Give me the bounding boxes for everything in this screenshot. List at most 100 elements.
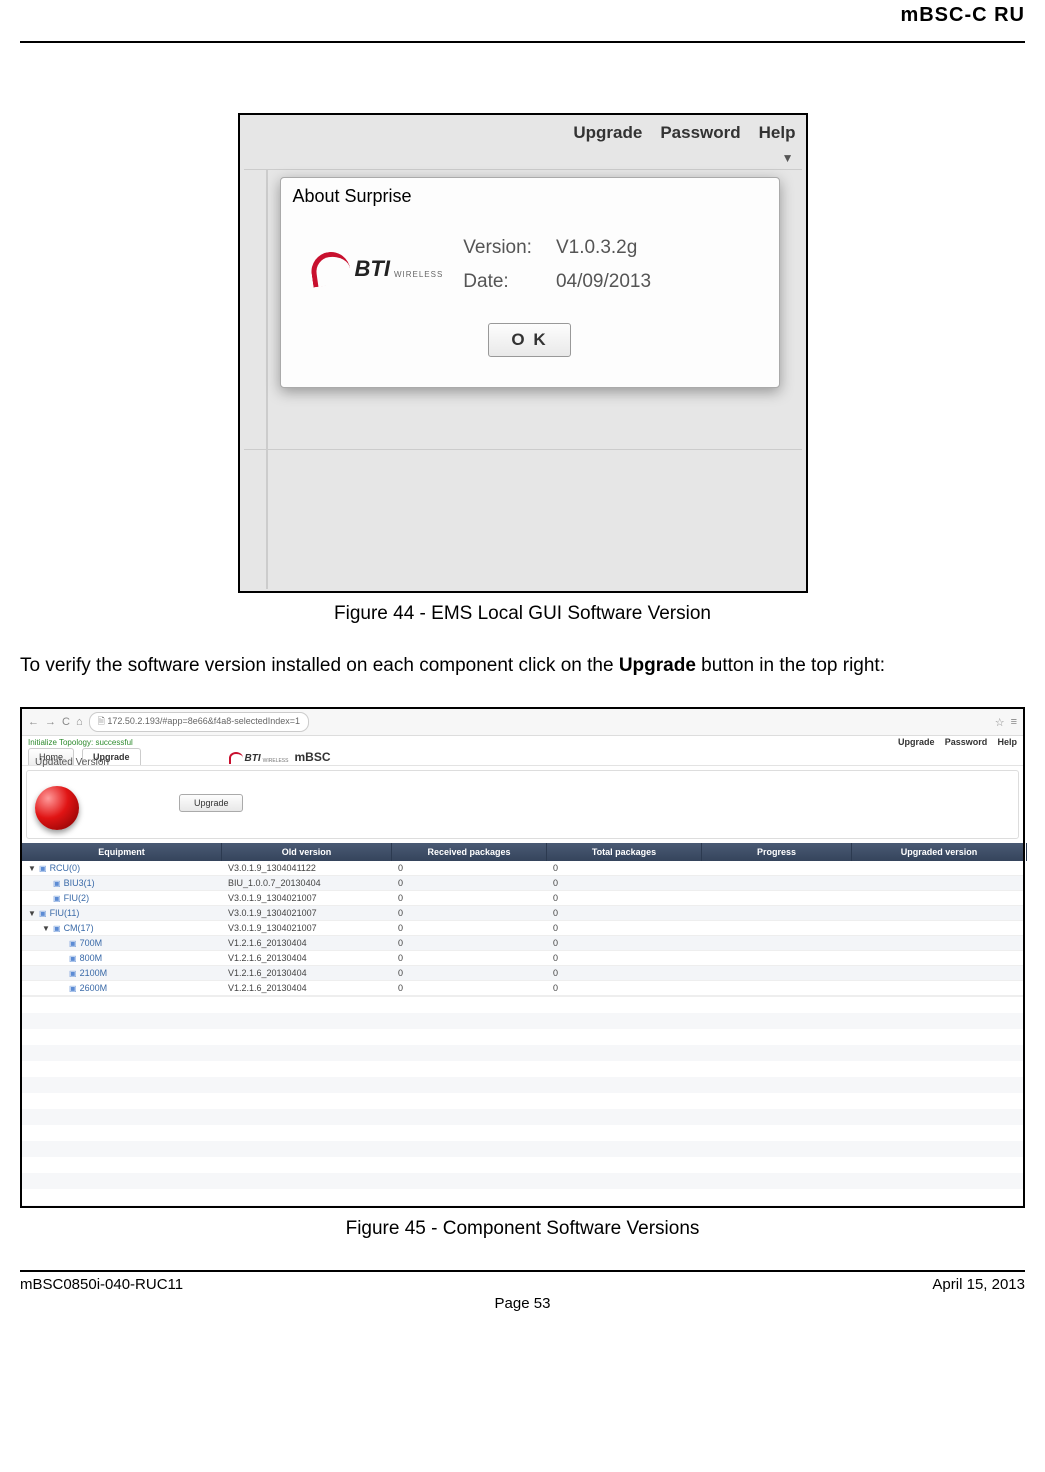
equipment-cell[interactable]: ▣FIU(2) (22, 891, 222, 905)
tree-toggle-icon[interactable]: ▼ (28, 909, 36, 918)
tab-row: Home Upgrade BTI WIRELESS mBSC (22, 748, 1023, 766)
col-received: Received packages (392, 843, 547, 861)
dialog-title: About Surprise (281, 178, 779, 223)
node-icon: ▣ (69, 939, 77, 948)
table-row[interactable]: ▣BIU3(1)BIU_1.0.0.7_2013040400 (22, 876, 1023, 891)
received-cell: 0 (392, 936, 547, 950)
top-menu-upgrade[interactable]: Upgrade (898, 737, 935, 747)
equipment-name: BIU3(1) (64, 878, 95, 888)
top-menu-help[interactable]: Help (997, 737, 1017, 747)
equipment-cell[interactable]: ▣2100M (22, 966, 222, 980)
back-icon[interactable]: ← (28, 716, 39, 728)
upgraded-cell (852, 906, 1027, 920)
equipment-cell[interactable]: ▣700M (22, 936, 222, 950)
menu-icon[interactable]: ≡ (1011, 716, 1017, 728)
header-rule (20, 41, 1025, 43)
total-cell: 0 (547, 966, 702, 980)
forward-icon[interactable]: → (45, 716, 56, 728)
equipment-cell[interactable]: ▣BIU3(1) (22, 876, 222, 890)
received-cell: 0 (392, 981, 547, 995)
reload-icon[interactable]: C (62, 716, 70, 728)
total-cell: 0 (547, 906, 702, 920)
equipment-name: RCU(0) (50, 863, 81, 873)
equipment-name: 2600M (80, 983, 108, 993)
footer-row: mBSC0850i-040-RUC11 April 15, 2013 (20, 1272, 1025, 1293)
col-upgraded: Upgraded version (852, 843, 1027, 861)
dropdown-arrow-icon[interactable]: ▼ (242, 149, 804, 169)
old-version-cell: V1.2.1.6_20130404 (222, 951, 392, 965)
total-cell: 0 (547, 891, 702, 905)
figure-44-caption: Figure 44 - EMS Local GUI Software Versi… (20, 603, 1025, 625)
table-row[interactable]: ▼▣CM(17)V3.0.1.9_130402100700 (22, 921, 1023, 936)
home-icon[interactable]: ⌂ (76, 716, 83, 728)
upgraded-cell (852, 966, 1027, 980)
table-header: Equipment Old version Received packages … (22, 843, 1023, 861)
logo-small-main: BTI (245, 753, 261, 764)
figure-45-frame: ← → C ⌂ 🗎 172.50.2.193/#app=8e66&f4a8-se… (20, 707, 1025, 1208)
col-old-version: Old version (222, 843, 392, 861)
version-grid: Version: V1.0.3.2g Date: 04/09/2013 (463, 237, 651, 293)
menu-help[interactable]: Help (759, 123, 796, 143)
logo-swoosh-icon (311, 248, 351, 282)
equipment-cell[interactable]: ▼▣FIU(11) (22, 906, 222, 920)
equipment-name: 2100M (80, 968, 108, 978)
url-field[interactable]: 🗎 172.50.2.193/#app=8e66&f4a8-selectedIn… (89, 712, 309, 732)
upgrade-button[interactable]: Upgrade (179, 794, 244, 812)
footer-center: Page 53 (20, 1295, 1025, 1312)
old-version-cell: V3.0.1.9_1304021007 (222, 906, 392, 920)
menu-password[interactable]: Password (660, 123, 740, 143)
logo-sub-text: WIRELESS (394, 270, 443, 279)
col-equipment: Equipment (22, 843, 222, 861)
equipment-cell[interactable]: ▼▣RCU(0) (22, 861, 222, 875)
tree-toggle-icon[interactable]: ▼ (28, 864, 36, 873)
equipment-name: FIU(11) (50, 908, 80, 918)
about-dialog: About Surprise BTI WIRELESS Version: V1.… (280, 177, 780, 388)
footer-right: April 15, 2013 (932, 1276, 1025, 1293)
total-cell: 0 (547, 936, 702, 950)
received-cell: 0 (392, 921, 547, 935)
bti-logo: BTI WIRELESS (311, 248, 444, 282)
node-icon: ▣ (69, 954, 77, 963)
star-icon[interactable]: ☆ (995, 716, 1005, 729)
url-value: 172.50.2.193/#app=8e66&f4a8-selectedInde… (107, 716, 300, 726)
old-version-cell: V3.0.1.9_1304021007 (222, 921, 392, 935)
total-cell: 0 (547, 981, 702, 995)
old-version-cell: V1.2.1.6_20130404 (222, 966, 392, 980)
old-version-cell: V3.0.1.9_1304021007 (222, 891, 392, 905)
upgraded-cell (852, 981, 1027, 995)
upgraded-cell (852, 861, 1027, 875)
version-label: Version: (463, 237, 532, 259)
progress-cell (702, 891, 852, 905)
equipment-cell[interactable]: ▣2600M (22, 981, 222, 995)
equipment-cell[interactable]: ▼▣CM(17) (22, 921, 222, 935)
logo-mbsc: mBSC (294, 750, 330, 764)
table-row[interactable]: ▼▣RCU(0)V3.0.1.9_130404112200 (22, 861, 1023, 876)
total-cell: 0 (547, 921, 702, 935)
table-row[interactable]: ▼▣FIU(11)V3.0.1.9_130402100700 (22, 906, 1023, 921)
table-row[interactable]: ▣700MV1.2.1.6_2013040400 (22, 936, 1023, 951)
received-cell: 0 (392, 951, 547, 965)
table-row[interactable]: ▣2100MV1.2.1.6_2013040400 (22, 966, 1023, 981)
progress-cell (702, 921, 852, 935)
logo-swoosh-small-icon (229, 752, 243, 764)
received-cell: 0 (392, 861, 547, 875)
figure-45-caption: Figure 45 - Component Software Versions (20, 1218, 1025, 1240)
progress-cell (702, 936, 852, 950)
node-icon: ▣ (69, 969, 77, 978)
table-row[interactable]: ▣800MV1.2.1.6_2013040400 (22, 951, 1023, 966)
node-icon: ▣ (39, 909, 47, 918)
table-row[interactable]: ▣FIU(2)V3.0.1.9_130402100700 (22, 891, 1023, 906)
tree-toggle-icon[interactable]: ▼ (42, 924, 50, 933)
total-cell: 0 (547, 951, 702, 965)
menu-upgrade[interactable]: Upgrade (573, 123, 642, 143)
date-value: 04/09/2013 (556, 271, 651, 293)
status-text: Initialize Topology: successful (28, 738, 133, 747)
table-row[interactable]: ▣2600MV1.2.1.6_2013040400 (22, 981, 1023, 996)
top-menu-password[interactable]: Password (945, 737, 988, 747)
ok-button[interactable]: O K (488, 323, 570, 357)
progress-cell (702, 906, 852, 920)
body-paragraph: To verify the software version installed… (20, 655, 1025, 677)
logo-small-sub: WIRELESS (263, 758, 289, 764)
equipment-cell[interactable]: ▣800M (22, 951, 222, 965)
received-cell: 0 (392, 891, 547, 905)
